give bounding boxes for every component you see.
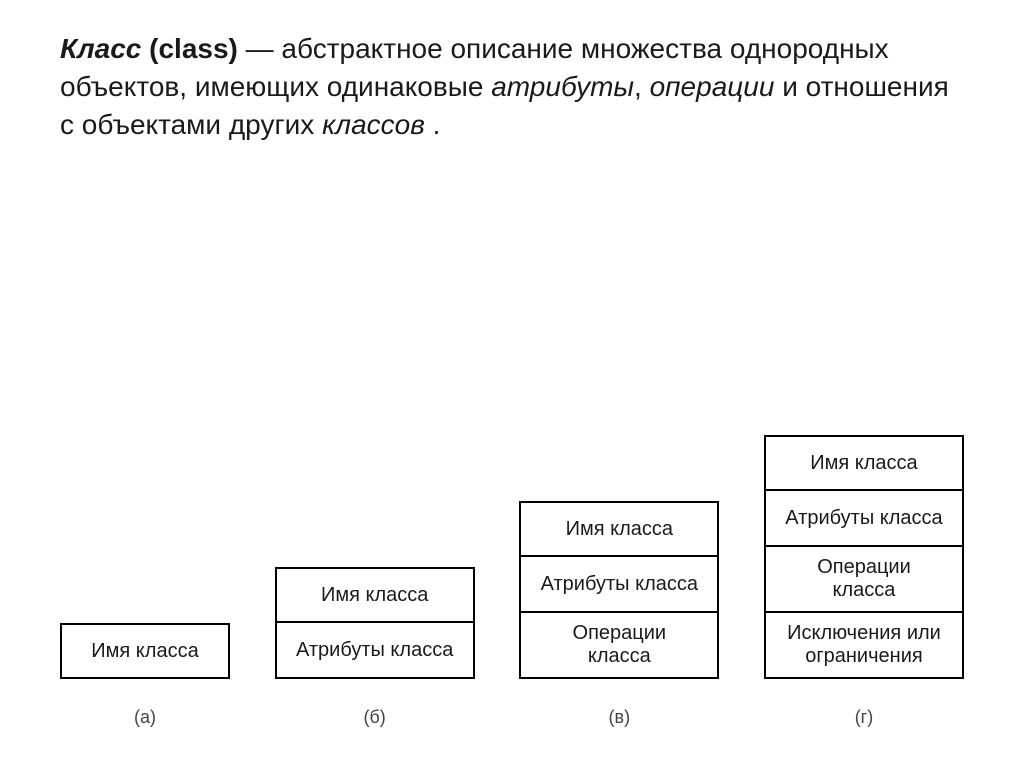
definition-fragment: классов <box>322 109 425 140</box>
definition-fragment: операции <box>650 71 775 102</box>
class-compartment: Имя класса <box>764 435 964 491</box>
class-compartment: Атрибуты класса <box>519 557 719 613</box>
class-box: Имя классаАтрибуты класса <box>275 567 475 679</box>
column-label: (в) <box>609 707 631 728</box>
definition-fragment: . <box>425 109 441 140</box>
definition-fragment: (class) <box>141 33 238 64</box>
definition-text: Класс (class) — абстрактное описание мно… <box>60 30 964 143</box>
definition-fragment: , <box>634 71 650 102</box>
class-compartment: Имя класса <box>60 623 230 679</box>
class-compartment: Имя класса <box>275 567 475 623</box>
class-compartment: Атрибуты класса <box>764 491 964 547</box>
class-box: Имя классаАтрибуты классаОперации класса <box>519 501 719 679</box>
class-compartment: Операции класса <box>764 547 964 613</box>
diagram-column: Имя классаАтрибуты класса (б) <box>275 567 475 728</box>
definition-fragment: Класс <box>60 33 141 64</box>
class-diagram-row: Имя класса(а)Имя классаАтрибуты класса(б… <box>60 260 964 728</box>
diagram-column: Имя класса (а) <box>60 623 230 728</box>
diagram-column: Имя классаАтрибуты классаОперации класса… <box>764 435 964 728</box>
definition-fragment: атрибуты <box>491 71 634 102</box>
column-label: (б) <box>364 707 386 728</box>
column-label: (г) <box>855 707 874 728</box>
class-compartment: Атрибуты класса <box>275 623 475 679</box>
class-box: Имя классаАтрибуты классаОперации класса… <box>764 435 964 679</box>
class-compartment: Операции класса <box>519 613 719 679</box>
column-label: (а) <box>134 707 156 728</box>
diagram-column: Имя классаАтрибуты классаОперации класса… <box>519 501 719 728</box>
class-compartment: Исключения или ограничения <box>764 613 964 679</box>
class-compartment: Имя класса <box>519 501 719 557</box>
class-box: Имя класса <box>60 623 230 679</box>
